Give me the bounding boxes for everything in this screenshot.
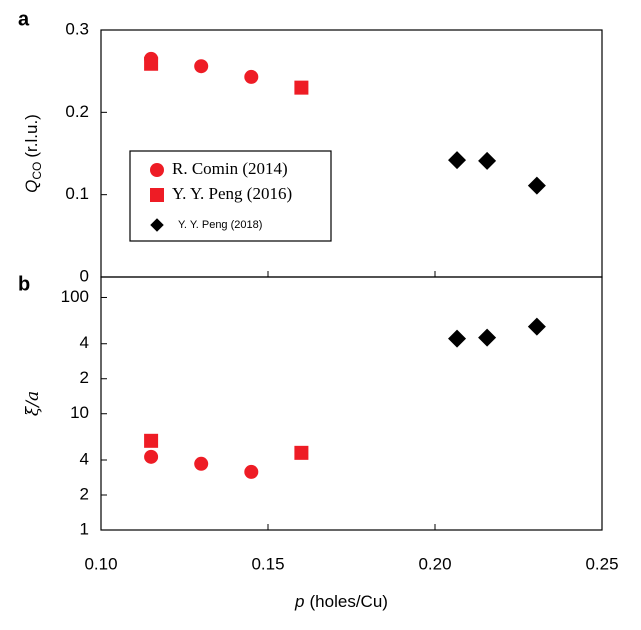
y-tick-label: 0.1 [65, 184, 89, 203]
y-tick-label: 0.2 [65, 102, 89, 121]
marker-diamond [448, 151, 467, 170]
y-tick-label: 0.3 [65, 19, 89, 38]
y-axis-label: QCO (r.l.u.) [22, 114, 44, 193]
x-tick-label: 0.20 [418, 554, 451, 573]
y-label-rest: (r.l.u.) [22, 114, 41, 157]
y-tick-label: 0 [80, 266, 89, 285]
x-tick-label: 0.25 [585, 554, 618, 573]
marker-diamond [478, 151, 497, 170]
x-tick-label: 0.10 [84, 554, 117, 573]
y-tick-label: 2 [80, 484, 89, 503]
legend-label: Y. Y. Peng (2016) [172, 184, 292, 203]
x-label-rest: (holes/Cu) [310, 592, 388, 611]
marker-diamond [150, 218, 164, 232]
y-tick-label: 4 [80, 449, 89, 468]
marker-diamond [527, 176, 546, 195]
y-label-main: Q [22, 180, 41, 193]
y-tick-label: 2 [80, 368, 89, 387]
marker-circle [144, 449, 159, 464]
marker-diamond [448, 329, 467, 348]
marker-square [294, 80, 309, 95]
marker-diamond [478, 328, 497, 347]
marker-circle [194, 59, 209, 74]
x-tick-label: 0.15 [251, 554, 284, 573]
y-label-main: ξ/a [23, 391, 43, 416]
y-axis-label: ξ/a [23, 391, 43, 416]
marker-circle [244, 464, 259, 479]
panel-label: a [18, 8, 30, 30]
marker-circle [194, 456, 209, 471]
marker-square [144, 433, 159, 448]
y-tick-label: 100 [61, 287, 89, 306]
marker-square [144, 56, 159, 71]
y-tick-label: 10 [70, 403, 89, 422]
marker-diamond [527, 317, 546, 336]
panel-label: b [18, 273, 30, 295]
marker-circle [244, 69, 259, 84]
marker-circle [150, 163, 164, 177]
marker-square [294, 445, 309, 460]
y-tick-label: 1 [80, 519, 89, 538]
x-axis-label: p (holes/Cu) [294, 592, 388, 611]
legend-label: R. Comin (2014) [172, 159, 288, 178]
y-tick-label: 4 [80, 333, 89, 352]
y-label-sub: CO [30, 162, 44, 180]
legend-label: Y. Y. Peng (2018) [178, 219, 262, 231]
x-label-italic: p [294, 592, 304, 611]
plot-frame [100, 276, 603, 531]
marker-square [150, 188, 164, 202]
